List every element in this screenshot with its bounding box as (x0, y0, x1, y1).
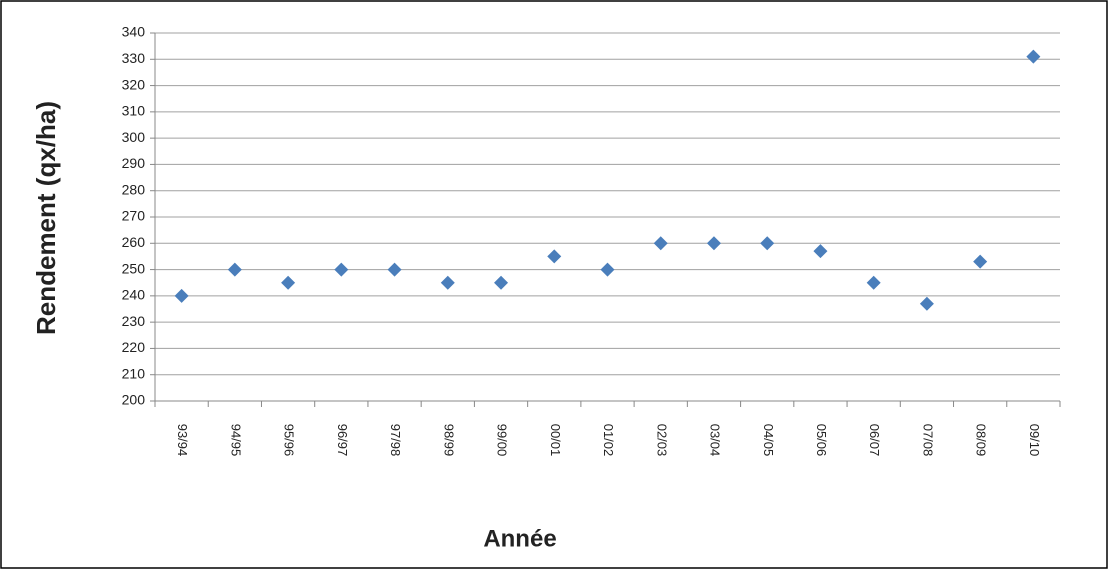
marker (494, 275, 509, 290)
x-axis-title: Année (483, 525, 556, 552)
x-tick-label: 09/10 (1027, 424, 1042, 457)
x-tick-label: 00/01 (548, 424, 563, 457)
marker (760, 236, 775, 251)
x-tick-label: 02/03 (654, 424, 669, 457)
marker (174, 288, 189, 303)
x-tick-label: 05/06 (814, 424, 829, 457)
x-tick-label: 01/02 (601, 424, 616, 457)
marker (813, 244, 828, 259)
y-tick-label: 330 (122, 50, 146, 66)
marker (387, 262, 402, 277)
marker (440, 275, 455, 290)
x-tick-label: 06/07 (867, 424, 882, 457)
x-tick-label: 99/00 (495, 424, 510, 457)
x-tick-label: 04/05 (761, 424, 776, 457)
y-tick-label: 220 (122, 339, 146, 355)
y-tick-label: 270 (122, 208, 146, 224)
x-tick-label: 97/98 (388, 424, 403, 457)
y-tick-label: 310 (122, 103, 146, 119)
marker (1026, 49, 1041, 64)
x-tick-label: 03/04 (708, 424, 723, 457)
x-tick-label: 94/95 (228, 424, 243, 457)
marker (866, 275, 881, 290)
x-tick-label: 96/97 (335, 424, 350, 457)
y-tick-label: 280 (122, 181, 146, 197)
y-tick-label: 340 (122, 24, 146, 40)
x-tick-label: 07/08 (920, 424, 935, 457)
y-tick-label: 200 (122, 392, 146, 408)
y-tick-label: 290 (122, 155, 146, 171)
marker (706, 236, 721, 251)
marker (227, 262, 242, 277)
marker (600, 262, 615, 277)
marker (281, 275, 296, 290)
x-tick-label: 95/96 (282, 424, 297, 457)
marker (547, 249, 562, 264)
marker (334, 262, 349, 277)
y-tick-label: 230 (122, 313, 146, 329)
x-tick-label: 08/09 (974, 424, 989, 457)
marker (973, 254, 988, 269)
y-tick-label: 210 (122, 365, 146, 381)
y-tick-label: 240 (122, 287, 146, 303)
marker (919, 296, 934, 311)
y-tick-label: 250 (122, 260, 146, 276)
x-tick-label: 93/94 (175, 424, 190, 457)
y-axis-title: Rendement (qx/ha) (31, 101, 61, 335)
marker (653, 236, 668, 251)
y-tick-label: 300 (122, 129, 146, 145)
y-tick-label: 320 (122, 76, 146, 92)
y-tick-label: 260 (122, 234, 146, 250)
x-tick-label: 98/99 (441, 424, 456, 457)
